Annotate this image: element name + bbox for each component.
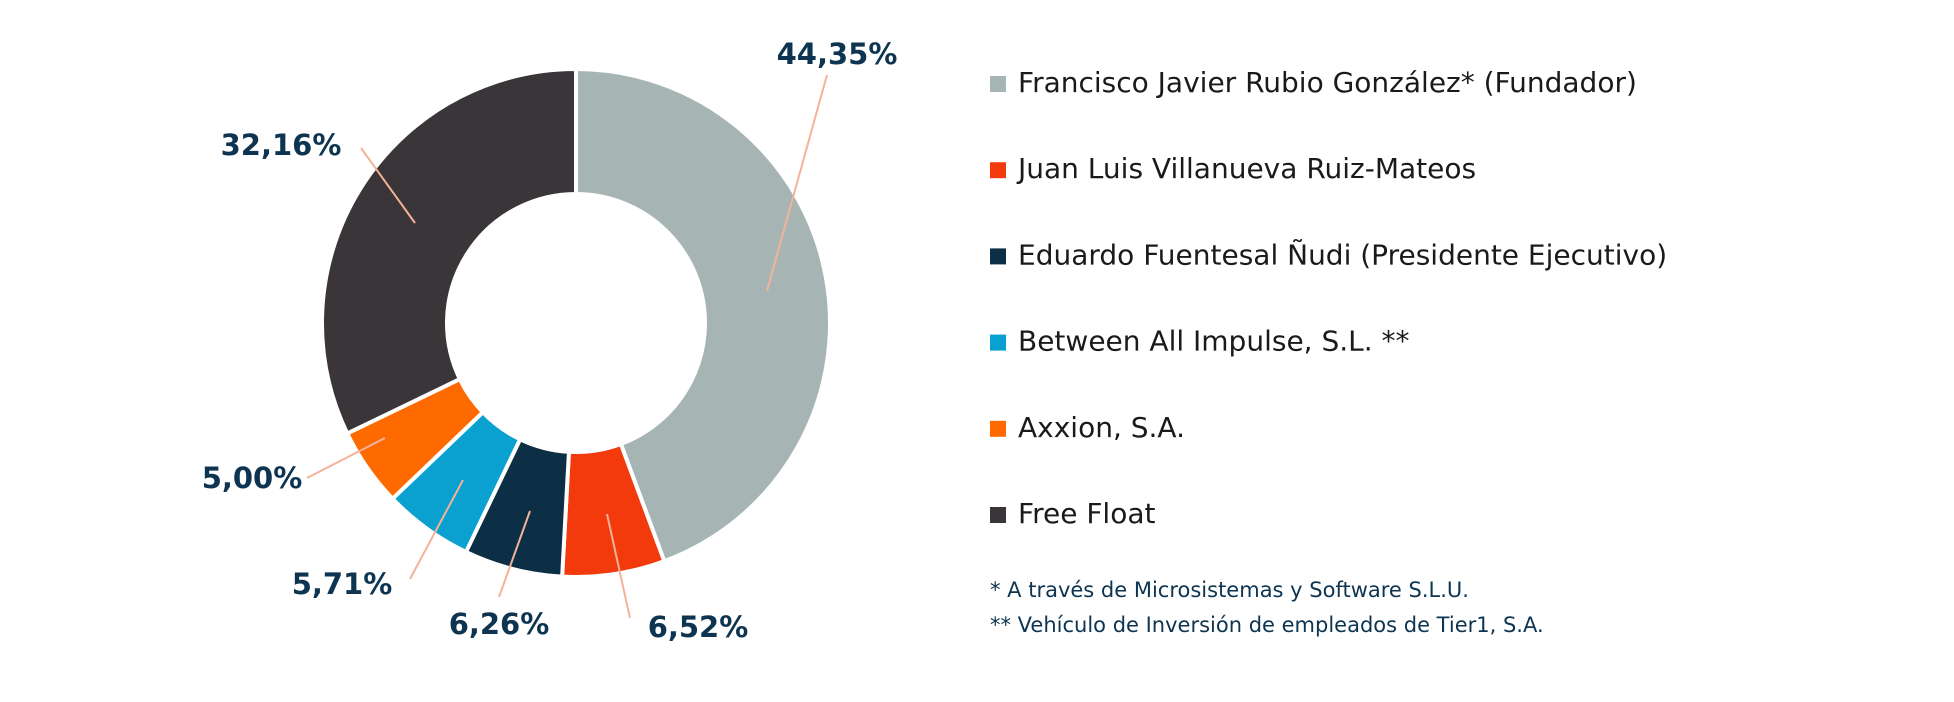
leader-line	[360, 147, 416, 224]
leader-line	[498, 510, 531, 598]
legend-swatch	[990, 76, 1006, 92]
value-label: 6,52%	[648, 610, 749, 644]
footnote: * A través de Microsistemas y Software S…	[990, 578, 1469, 602]
legend-label: Free Float	[1018, 497, 1155, 530]
value-label: 5,00%	[202, 461, 303, 495]
legend-swatch	[990, 420, 1006, 437]
legend-swatch	[990, 507, 1006, 523]
legend-label: Between All Impulse, S.L. **	[1018, 325, 1410, 358]
legend-swatch	[990, 334, 1006, 351]
leader-line	[409, 479, 464, 580]
value-label: 5,71%	[292, 567, 393, 601]
legend-swatch	[990, 162, 1006, 179]
leader-line	[766, 74, 828, 292]
donut-segment	[320, 66, 578, 437]
donut-segment	[574, 66, 832, 564]
legend-label: Francisco Javier Rubio González* (Fundad…	[1018, 66, 1637, 99]
value-label: 44,35%	[777, 37, 898, 71]
legend-label: Axxion, S.A.	[1018, 411, 1185, 444]
footnote: ** Vehículo de Inversión de empleados de…	[990, 613, 1544, 637]
value-label: 6,26%	[449, 607, 550, 641]
leader-line	[606, 513, 631, 619]
legend-label: Juan Luis Villanueva Ruiz-Mateos	[1016, 152, 1476, 185]
leader-line	[306, 437, 386, 479]
value-label: 32,16%	[221, 128, 342, 162]
legend-label: Eduardo Fuentesal Ñudi (Presidente Ejecu…	[1018, 238, 1667, 271]
legend-swatch	[990, 248, 1006, 265]
